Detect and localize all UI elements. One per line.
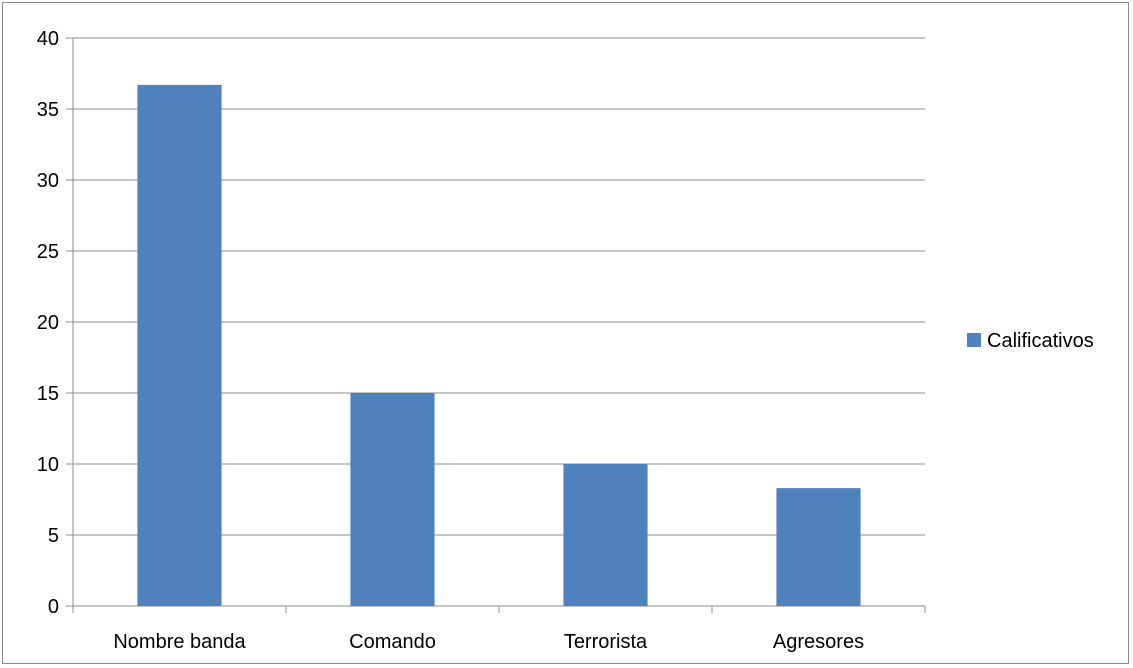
bar xyxy=(563,464,648,606)
legend-swatch xyxy=(967,333,981,347)
x-tick-label: Terrorista xyxy=(564,631,648,653)
bar xyxy=(350,393,435,606)
x-tick-label: Nombre banda xyxy=(113,631,246,653)
bar xyxy=(776,488,861,606)
x-tick-label: Agresores xyxy=(773,631,864,653)
y-tick-label: 5 xyxy=(48,525,59,547)
bars xyxy=(137,84,861,607)
y-tick-label: 35 xyxy=(37,99,59,121)
x-tick-label: Comando xyxy=(349,631,436,653)
x-tick-labels: Nombre banda Comando Terrorista Agresores xyxy=(113,631,864,653)
legend: Calificativos xyxy=(967,330,1094,352)
legend-label: Calificativos xyxy=(987,330,1094,352)
y-tick-label: 20 xyxy=(37,312,59,334)
y-tick-label: 25 xyxy=(37,241,59,263)
y-tick-label: 15 xyxy=(37,383,59,405)
y-tick-label: 40 xyxy=(37,28,59,50)
y-tick-label: 10 xyxy=(37,454,59,476)
y-tick-label: 0 xyxy=(48,596,59,618)
y-tick-label: 30 xyxy=(37,170,59,192)
bar xyxy=(137,84,222,607)
y-tick-labels: 0 5 10 15 20 25 30 35 40 xyxy=(37,28,59,618)
